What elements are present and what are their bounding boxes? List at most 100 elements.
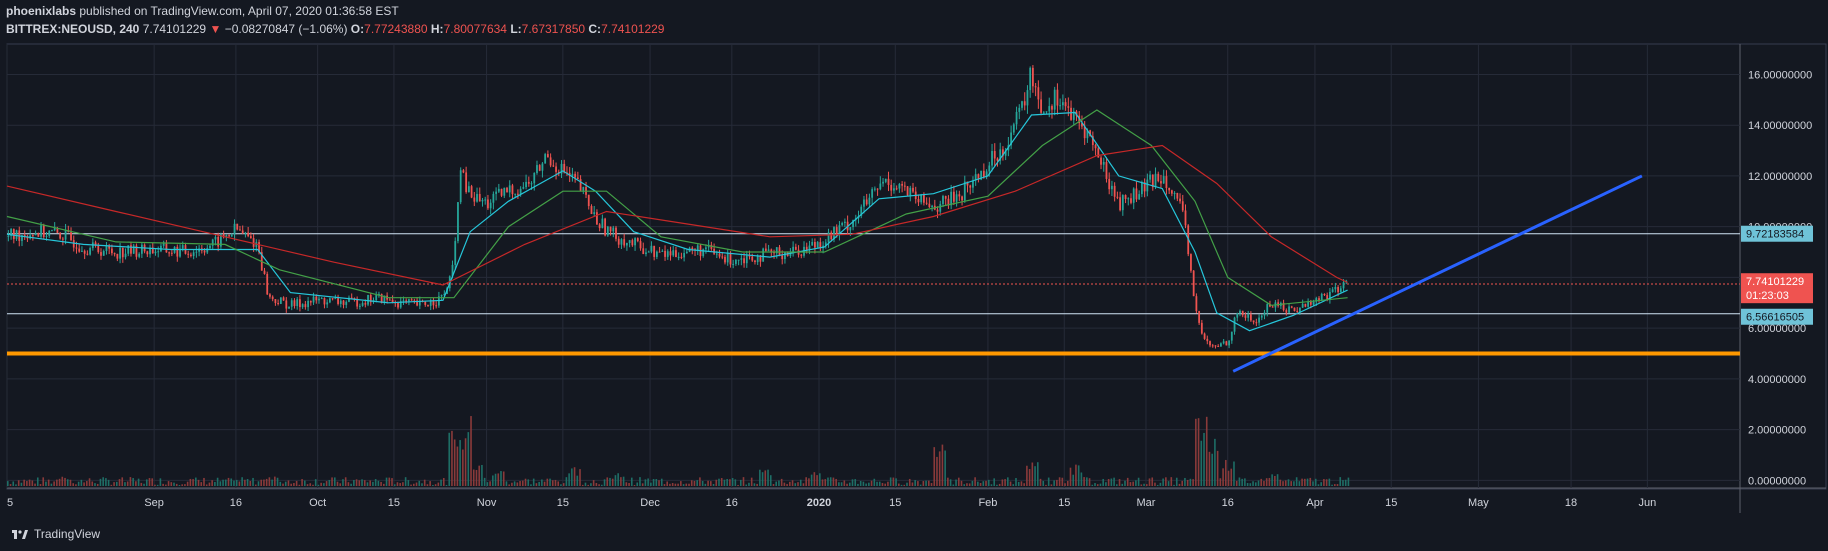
volume-bar xyxy=(249,480,252,486)
volume-bar xyxy=(1056,479,1058,486)
volume-bar xyxy=(549,478,551,486)
volume-bar xyxy=(1129,482,1132,486)
volume-bar xyxy=(769,475,772,486)
brand-name[interactable]: TradingView xyxy=(34,527,101,541)
volume-bar xyxy=(731,478,734,486)
volume-bar xyxy=(1015,478,1017,486)
candle-body xyxy=(12,229,15,240)
volume-bar xyxy=(1154,482,1156,486)
symbol[interactable]: BITTREX:NEOUSD, 240 xyxy=(6,22,140,36)
volume-bar xyxy=(1347,477,1350,486)
candle-body xyxy=(1048,106,1051,112)
candle-body xyxy=(1203,333,1206,339)
candle-body xyxy=(830,232,833,240)
volume-bar xyxy=(328,479,331,486)
volume-bar xyxy=(34,483,36,486)
volume-bar xyxy=(1099,483,1102,486)
candle-body xyxy=(241,230,244,234)
candle-body xyxy=(805,246,808,250)
volume-bar xyxy=(647,478,649,486)
volume-bar xyxy=(481,464,483,486)
candle-body xyxy=(838,225,841,235)
candle-body xyxy=(1010,132,1013,146)
volume-bar xyxy=(39,484,42,486)
candle-body xyxy=(1260,315,1263,318)
volume-bar xyxy=(851,479,854,486)
candle-body xyxy=(882,181,884,184)
volume-bar xyxy=(603,479,606,486)
volume-bar xyxy=(1137,477,1140,486)
volume-bar xyxy=(878,481,881,486)
candle-body xyxy=(966,181,969,186)
volume-bar xyxy=(764,470,767,486)
volume-bar xyxy=(1233,461,1235,486)
publisher-name[interactable]: phoenixlabs xyxy=(6,4,77,18)
candle-body xyxy=(533,172,536,184)
candle-body xyxy=(135,245,138,257)
volume-bar xyxy=(366,482,369,486)
candle-body xyxy=(1331,289,1334,292)
candle-body xyxy=(181,245,184,249)
candle-body xyxy=(800,254,803,256)
volume-bar xyxy=(625,482,628,486)
volume-bar xyxy=(658,480,660,486)
volume-bar xyxy=(1064,483,1066,486)
candle-body xyxy=(582,187,585,191)
volume-bar xyxy=(96,483,99,486)
candle-body xyxy=(271,296,274,300)
volume-bar xyxy=(80,479,83,486)
x-tick-label: 5 xyxy=(7,497,13,509)
volume-bar xyxy=(562,483,565,486)
candle-body xyxy=(952,191,955,202)
candle-body xyxy=(23,235,26,237)
candle-body xyxy=(274,299,277,304)
volume-bar xyxy=(353,480,355,486)
volume-bar xyxy=(802,483,805,486)
candle-body xyxy=(503,187,506,196)
volume-bar xyxy=(1279,479,1282,486)
candle-body xyxy=(563,163,566,173)
volume-bar xyxy=(132,478,134,486)
volume-bar xyxy=(110,484,113,486)
candle-body xyxy=(1236,313,1239,318)
candle-body xyxy=(835,227,838,235)
low-value: 7.67317850 xyxy=(521,22,586,36)
volume-bar xyxy=(462,449,464,486)
candle-body xyxy=(642,248,645,255)
candle-body xyxy=(647,251,650,253)
candle-body xyxy=(770,249,773,253)
volume-bar xyxy=(1170,477,1173,486)
candle-body xyxy=(157,251,160,253)
x-tick-label: 15 xyxy=(1385,497,1397,509)
volume-bar xyxy=(516,482,519,486)
volume-bar xyxy=(843,480,846,486)
candle-body xyxy=(596,212,598,225)
volume-bar xyxy=(165,484,167,486)
volume-bar xyxy=(971,480,974,486)
volume-bar xyxy=(151,478,154,486)
volume-bar xyxy=(167,481,170,486)
candle-body xyxy=(239,229,241,231)
candle-body xyxy=(972,180,974,188)
volume-bar xyxy=(432,484,434,486)
candle-body xyxy=(1217,346,1220,348)
volume-bar xyxy=(154,484,156,486)
candle-body xyxy=(1135,188,1138,200)
volume-bar xyxy=(69,479,72,486)
volume-bar xyxy=(42,477,45,486)
volume-bar xyxy=(565,477,568,486)
volume-bar xyxy=(1159,482,1162,486)
volume-bar xyxy=(260,479,263,486)
volume-bar xyxy=(598,484,600,486)
volume-bar xyxy=(1178,483,1181,486)
volume-bar xyxy=(655,479,658,486)
volume-bar xyxy=(399,483,401,486)
volume-bar xyxy=(1227,470,1230,486)
candle-body xyxy=(609,226,612,232)
candle-body xyxy=(1034,86,1037,88)
candle-body xyxy=(843,221,846,224)
volume-bar xyxy=(1230,468,1233,486)
volume-bar xyxy=(440,479,442,486)
candle-body xyxy=(1304,303,1307,307)
